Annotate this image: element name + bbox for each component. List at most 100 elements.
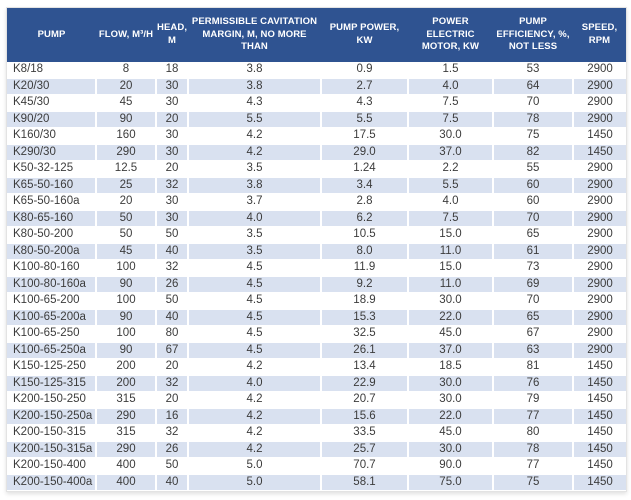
table-row: K8/18 8 18 3.8 0.9 1.5 53 2900 — [7, 62, 626, 79]
value-cell: 67 — [156, 342, 189, 359]
value-cell: 30.0 — [408, 127, 494, 145]
table-row: K50-32-125 12.5 20 3.5 1.24 2.2 55 2900 — [7, 160, 626, 178]
value-cell: 1450 — [573, 457, 626, 475]
value-cell: 30 — [156, 94, 189, 112]
value-cell: 15.3 — [321, 309, 409, 326]
value-cell: 5.5 — [321, 111, 409, 128]
pump-name-cell: K100-65-200a — [7, 309, 97, 326]
value-cell: 22.0 — [408, 408, 494, 425]
value-cell: 90 — [96, 309, 157, 326]
value-cell: 2900 — [573, 276, 626, 293]
value-cell: 4.2 — [188, 424, 322, 442]
value-cell: 3.5 — [188, 243, 322, 260]
value-cell: 26 — [156, 441, 189, 458]
value-cell: 90 — [96, 111, 157, 128]
value-cell: 30.0 — [408, 391, 494, 409]
pump-name-cell: K150-125-315 — [7, 375, 97, 392]
table-row: K200-150-315a 290 26 4.2 25.7 30.0 78 1450 — [7, 441, 626, 458]
value-cell: 1450 — [573, 144, 626, 161]
table-row: K100-80-160a 90 26 4.5 9.2 11.0 69 2900 — [7, 276, 626, 293]
value-cell: 2900 — [573, 309, 626, 326]
value-cell: 2900 — [573, 193, 626, 211]
value-cell: 76 — [493, 375, 574, 392]
value-cell: 8 — [96, 62, 157, 79]
pump-name-cell: K80-50-200 — [7, 226, 97, 244]
value-cell: 3.5 — [188, 160, 322, 178]
pump-name-cell: K65-50-160 — [7, 177, 97, 194]
value-cell: 3.8 — [188, 78, 322, 95]
value-cell: 17.5 — [321, 127, 409, 145]
value-cell: 1450 — [573, 375, 626, 392]
value-cell: 80 — [493, 424, 574, 442]
value-cell: 2900 — [573, 160, 626, 178]
table-row: K80-65-160 50 30 4.0 6.2 7.5 70 2900 — [7, 210, 626, 227]
value-cell: 2900 — [573, 210, 626, 227]
value-cell: 4.5 — [188, 276, 322, 293]
value-cell: 77 — [493, 408, 574, 425]
value-cell: 70.7 — [321, 457, 409, 475]
value-cell: 2900 — [573, 111, 626, 128]
value-cell: 25.7 — [321, 441, 409, 458]
pump-name-cell: K200-150-250a — [7, 408, 97, 425]
value-cell: 15.0 — [408, 259, 494, 277]
value-cell: 90.0 — [408, 457, 494, 475]
value-cell: 5.5 — [188, 111, 322, 128]
value-cell: 4.5 — [188, 342, 322, 359]
column-header: FLOW, M³/H — [96, 8, 156, 62]
pump-name-cell: K100-65-250 — [7, 325, 97, 343]
pump-name-cell: K200-150-250 — [7, 391, 97, 409]
value-cell: 290 — [96, 408, 157, 425]
value-cell: 20 — [156, 111, 189, 128]
table-row: K290/30 290 30 4.2 29.0 37.0 82 1450 — [7, 144, 626, 161]
value-cell: 90 — [96, 342, 157, 359]
pump-name-cell: K100-80-160a — [7, 276, 97, 293]
value-cell: 4.5 — [188, 292, 322, 310]
value-cell: 315 — [96, 424, 157, 442]
value-cell: 75 — [493, 474, 574, 491]
value-cell: 8.0 — [321, 243, 409, 260]
value-cell: 65 — [493, 226, 574, 244]
pump-name-cell: K100-65-200 — [7, 292, 97, 310]
value-cell: 25 — [96, 177, 157, 194]
value-cell: 70 — [493, 94, 574, 112]
value-cell: 67 — [493, 325, 574, 343]
value-cell: 63 — [493, 342, 574, 359]
value-cell: 22.9 — [321, 375, 409, 392]
value-cell: 32 — [156, 424, 189, 442]
value-cell: 2900 — [573, 325, 626, 343]
pump-name-cell: K90/20 — [7, 111, 97, 128]
pump-name-cell: K80-50-200a — [7, 243, 97, 260]
value-cell: 4.2 — [188, 441, 322, 458]
value-cell: 4.2 — [188, 358, 322, 376]
table-body: K8/18 8 18 3.8 0.9 1.5 53 2900 K20/30 20 30 3.8 2.7 4… — [7, 62, 626, 491]
value-cell: 5.5 — [408, 177, 494, 194]
value-cell: 70 — [493, 292, 574, 310]
column-header: PUMP EFFICIENCY, %, NOT LESS — [493, 8, 573, 62]
value-cell: 1.24 — [321, 160, 409, 178]
value-cell: 1450 — [573, 441, 626, 458]
table-row: K100-65-200a 90 40 4.5 15.3 22.0 65 2900 — [7, 309, 626, 326]
value-cell: 90 — [96, 276, 157, 293]
table-row: K45/30 45 30 4.3 4.3 7.5 70 2900 — [7, 94, 626, 112]
value-cell: 4.2 — [188, 144, 322, 161]
value-cell: 4.3 — [321, 94, 409, 112]
value-cell: 30 — [156, 127, 189, 145]
value-cell: 16 — [156, 408, 189, 425]
value-cell: 10.5 — [321, 226, 409, 244]
table-row: K150-125-315 200 32 4.0 22.9 30.0 76 1450 — [7, 375, 626, 392]
value-cell: 32 — [156, 375, 189, 392]
table-row: K100-65-250 100 80 4.5 32.5 45.0 67 2900 — [7, 325, 626, 343]
value-cell: 40 — [156, 474, 189, 491]
value-cell: 30.0 — [408, 441, 494, 458]
value-cell: 15.0 — [408, 226, 494, 244]
value-cell: 2900 — [573, 78, 626, 95]
value-cell: 73 — [493, 259, 574, 277]
column-header: PERMISSIBLE CAVITATION MARGIN, M, NO MOR… — [188, 8, 321, 62]
value-cell: 3.7 — [188, 193, 322, 211]
value-cell: 78 — [493, 441, 574, 458]
pump-name-cell: K65-50-160a — [7, 193, 97, 211]
value-cell: 0.9 — [321, 62, 409, 79]
table-row: K200-150-400a 400 40 5.0 58.1 75.0 75 1450 — [7, 474, 626, 491]
value-cell: 4.0 — [408, 78, 494, 95]
pump-name-cell: K200-150-315 — [7, 424, 97, 442]
